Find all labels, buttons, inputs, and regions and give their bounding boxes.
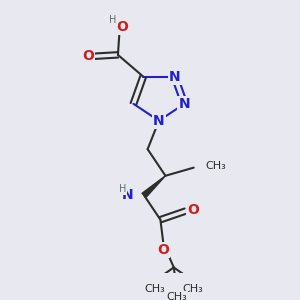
Text: O: O xyxy=(82,49,94,63)
Text: O: O xyxy=(157,243,169,257)
Text: O: O xyxy=(116,20,128,34)
Text: CH₃: CH₃ xyxy=(183,284,203,294)
Polygon shape xyxy=(142,176,166,197)
Text: N: N xyxy=(169,70,181,84)
Text: H: H xyxy=(109,15,117,25)
Text: O: O xyxy=(187,203,199,218)
Text: H: H xyxy=(119,184,126,194)
Text: N: N xyxy=(122,188,134,202)
Text: N: N xyxy=(153,114,165,128)
Text: N: N xyxy=(178,97,190,111)
Text: CH₃: CH₃ xyxy=(144,284,165,294)
Text: CH₃: CH₃ xyxy=(205,161,226,171)
Text: CH₃: CH₃ xyxy=(167,292,187,300)
